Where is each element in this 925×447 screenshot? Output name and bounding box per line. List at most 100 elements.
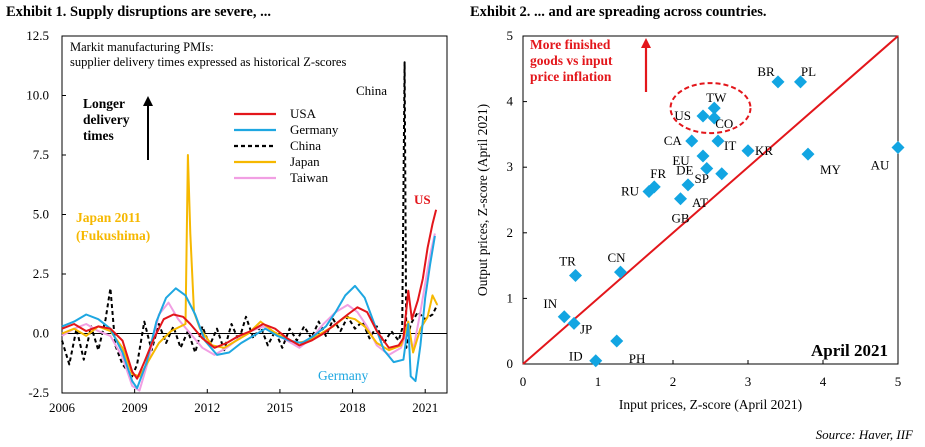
scatter-y-tick-label: 5 xyxy=(507,28,514,43)
scatter-x-tick-label: 1 xyxy=(595,374,602,389)
scatter-y-tick-label: 1 xyxy=(507,290,514,305)
point-label-tw: TW xyxy=(706,90,727,105)
y-tick-label: 5.0 xyxy=(33,207,49,222)
legend-label-japan: Japan xyxy=(290,154,320,169)
y-tick-label: 10.0 xyxy=(26,88,49,103)
point-marker-at xyxy=(681,178,695,192)
japan-annotation-line-2: (Fukushima) xyxy=(76,228,150,243)
point-label-co: CO xyxy=(715,116,733,131)
scatter-y-tick-label: 3 xyxy=(507,159,514,174)
point-label-eu: EU xyxy=(672,153,690,168)
japan-annotation-line-1: Japan 2011 xyxy=(76,210,141,225)
scatter-x-tick-label: 3 xyxy=(745,374,752,389)
x-tick-label: 2015 xyxy=(267,400,293,415)
point-label-ru: RU xyxy=(621,183,640,198)
point-marker-ph xyxy=(610,334,624,348)
series-line-taiwan xyxy=(61,233,436,392)
legend-label-usa: USA xyxy=(290,106,317,121)
point-label-in: IN xyxy=(543,296,557,311)
point-label-my: MY xyxy=(820,162,842,177)
scatter-panel-title: April 2021 xyxy=(811,341,888,360)
scatter-y-tick-label: 2 xyxy=(507,225,514,240)
point-label-pl: PL xyxy=(801,64,816,79)
point-marker-sp xyxy=(715,167,729,181)
germany-annotation: Germany xyxy=(318,368,368,383)
scatter-x-tick-label: 2 xyxy=(670,374,677,389)
point-label-at: AT xyxy=(692,195,708,210)
point-marker-jp xyxy=(567,316,581,330)
legend-label-china: China xyxy=(290,138,321,153)
exhibit2-title: Exhibit 2. ... and are spreading across … xyxy=(470,4,767,20)
longer-delivery-label-1: Longer xyxy=(83,96,125,111)
scatter-x-tick-label: 4 xyxy=(820,374,827,389)
point-label-ph: PH xyxy=(629,351,646,366)
point-marker-id xyxy=(589,354,603,368)
scatter-x-axis-label: Input prices, Z-score (April 2021) xyxy=(619,397,802,412)
point-marker-gb xyxy=(674,192,687,206)
point-marker-ca xyxy=(685,134,699,148)
price-annotation-line-1: More finished xyxy=(530,37,611,52)
legend-label-taiwan: Taiwan xyxy=(290,170,329,185)
point-label-au: AU xyxy=(871,158,890,173)
point-marker-cn xyxy=(614,265,627,279)
source-note: Source: Haver, IIF xyxy=(815,427,913,442)
point-marker-tw xyxy=(707,101,721,115)
y-tick-label: 7.5 xyxy=(33,147,49,162)
point-label-br: BR xyxy=(757,64,775,79)
scatter-y-axis-label: Output prices, Z-score (April 2021) xyxy=(475,104,490,296)
point-marker-de xyxy=(700,162,714,176)
point-marker-au xyxy=(891,141,905,155)
legend-label-germany: Germany xyxy=(290,122,339,137)
point-label-sp: SP xyxy=(695,171,709,186)
point-marker-co xyxy=(707,111,721,125)
point-label-kr: KR xyxy=(755,143,773,158)
point-marker-my xyxy=(801,147,815,161)
chart-title-line-2: supplier delivery times expressed as his… xyxy=(70,55,346,69)
point-label-cn: CN xyxy=(607,250,626,265)
chart-title-line-1: Markit manufacturing PMIs: xyxy=(70,40,214,54)
y-tick-label: -2.5 xyxy=(28,385,49,400)
point-marker-eu xyxy=(696,149,710,163)
y-tick-label: 0.0 xyxy=(33,326,49,341)
scatter-x-tick-label: 0 xyxy=(520,374,527,389)
point-marker-pl xyxy=(794,75,807,89)
x-tick-label: 2018 xyxy=(340,400,366,415)
point-label-it: IT xyxy=(724,138,736,153)
longer-delivery-label-3: times xyxy=(83,128,114,143)
point-label-ca: CA xyxy=(664,133,683,148)
point-label-gb: GB xyxy=(671,211,689,226)
point-label-de: DE xyxy=(676,163,693,178)
point-marker-br xyxy=(771,75,785,89)
exhibit1-title: Exhibit 1. Supply disruptions are severe… xyxy=(6,4,271,20)
point-marker-it xyxy=(711,134,725,148)
scatter-y-tick-label: 0 xyxy=(507,356,514,371)
y-tick-label: 2.5 xyxy=(33,266,49,281)
scatter-x-tick-label: 5 xyxy=(895,374,902,389)
x-tick-label: 2021 xyxy=(412,400,438,415)
point-label-jp: JP xyxy=(580,321,592,336)
series-line-china xyxy=(61,61,439,378)
point-marker-us xyxy=(696,109,710,123)
point-marker-in xyxy=(557,310,571,324)
y-tick-label: 12.5 xyxy=(26,28,49,43)
red-arrow-icon xyxy=(641,38,651,48)
point-label-tr: TR xyxy=(559,253,576,268)
up-arrow-icon xyxy=(143,96,153,106)
reference-line-45 xyxy=(522,35,899,365)
highlight-ellipse xyxy=(669,82,752,135)
us-annotation: US xyxy=(414,192,431,207)
series-line-germany xyxy=(61,235,436,390)
scatter-y-tick-label: 4 xyxy=(507,94,514,109)
longer-delivery-label-2: delivery xyxy=(83,112,130,127)
scatter-frame xyxy=(522,35,899,365)
point-label-us: US xyxy=(674,108,691,123)
point-marker-ru xyxy=(642,184,656,198)
price-annotation-line-3: price inflation xyxy=(530,69,612,84)
point-marker-kr xyxy=(741,144,755,158)
point-marker-tr xyxy=(569,268,582,282)
point-label-fr: FR xyxy=(650,166,666,181)
supplier-delivery-chart: -2.5 0.0 2.5 5.0 7.5 10.0 12.5 2006 2009 2012 2015… xyxy=(26,28,448,415)
series-line-usa xyxy=(61,209,438,380)
x-tick-label: 2012 xyxy=(194,400,220,415)
